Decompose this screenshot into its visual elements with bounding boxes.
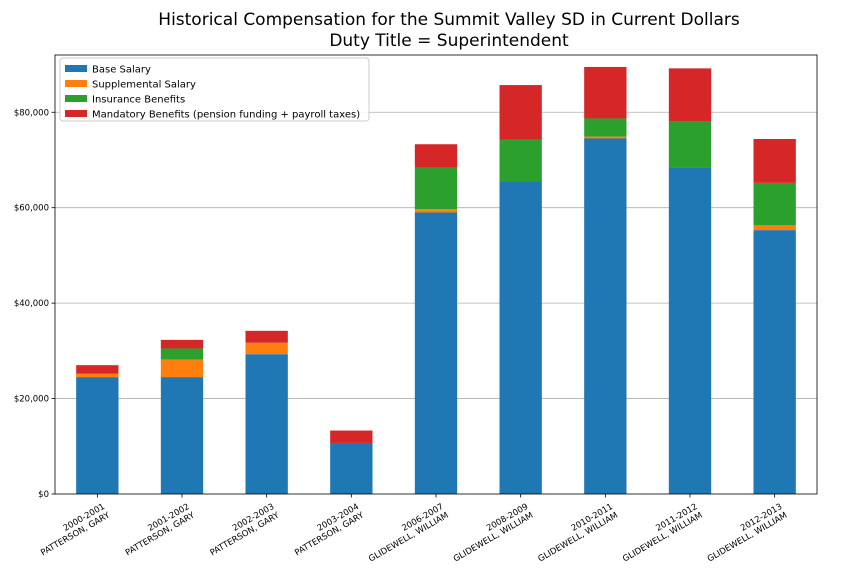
bar-segment [160, 339, 204, 349]
chart-title: Historical Compensation for the Summit V… [158, 10, 740, 30]
bar-segment [330, 430, 373, 443]
x-tick-label: 2000-2001PATTERSON, GARY [34, 502, 112, 559]
y-tick-label: $60,000 [14, 204, 49, 214]
bar-segment [499, 139, 542, 182]
x-tick-label: 2011-2012GLIDEWELL, WILLIAM [616, 502, 704, 565]
bar-segment [584, 118, 627, 137]
x-tick-label: 2001-2002PATTERSON, GARY [119, 502, 197, 559]
bar-segment [330, 442, 373, 494]
legend-swatch [65, 65, 87, 72]
legend-label: Mandatory Benefits (pension funding + pa… [92, 110, 360, 121]
x-tick-label: 2003-2004PATTERSON, GARY [288, 502, 366, 559]
bar-segment [584, 136, 627, 139]
x-tick-label-line: GLIDEWELL, WILLIAM [621, 511, 704, 565]
x-tick-label-line: GLIDEWELL, WILLIAM [452, 511, 535, 565]
bar-segment [584, 138, 627, 494]
chart-subtitle: Duty Title = Superintendent [329, 31, 569, 51]
bar-segment [753, 230, 796, 494]
bar-segment [245, 342, 288, 355]
legend-label: Supplemental Salary [92, 80, 196, 91]
legend-label: Base Salary [92, 65, 151, 76]
bar-segment [753, 182, 796, 226]
x-tick-label: 2012-2013GLIDEWELL, WILLIAM [701, 502, 789, 565]
legend-swatch [65, 80, 87, 87]
x-axis: 2000-2001PATTERSON, GARY 2001-2002PATTERS… [34, 494, 789, 565]
bar-segment [753, 225, 796, 231]
bar-segment [76, 365, 119, 374]
y-tick-label: $40,000 [14, 299, 49, 309]
legend-box [59, 57, 370, 122]
x-tick-label: 2006-2007GLIDEWELL, WILLIAM [362, 502, 450, 565]
y-axis: $0 $20,000 $40,000 $60,000 $80,000 [14, 108, 55, 500]
legend: Base Salary Supplemental Salary Insurance … [59, 57, 370, 122]
bar-segment [76, 373, 119, 378]
bar-segment [245, 330, 288, 343]
bar-segment [160, 348, 204, 360]
bars [76, 66, 796, 494]
bar-segment [753, 138, 796, 183]
x-tick-label-line: GLIDEWELL, WILLIAM [367, 511, 450, 565]
bar-segment [160, 377, 204, 494]
bar-segment [160, 359, 204, 378]
legend-swatch [65, 95, 87, 102]
bar-segment [668, 68, 712, 122]
bar-segment [584, 66, 627, 119]
bar-segment [414, 209, 458, 213]
bar-segment [414, 212, 458, 494]
bar-segment [499, 85, 542, 140]
legend-swatch [65, 110, 87, 117]
bar-segment [499, 181, 542, 494]
x-tick-label: 2002-2003PATTERSON, GARY [204, 502, 282, 559]
x-tick-label-line: GLIDEWELL, WILLIAM [706, 511, 789, 565]
y-tick-label: $20,000 [14, 395, 49, 405]
x-tick-label: 2010-2011GLIDEWELL, WILLIAM [532, 502, 620, 565]
bar-segment [76, 377, 119, 494]
bar-segment [668, 167, 712, 494]
x-tick-label-line: GLIDEWELL, WILLIAM [537, 511, 620, 565]
bar-segment [245, 354, 288, 494]
bar-segment [414, 167, 458, 210]
bar-segment [414, 144, 458, 168]
legend-label: Insurance Benefits [92, 95, 185, 106]
y-tick-label: $0 [38, 490, 49, 500]
x-tick-label: 2008-2009GLIDEWELL, WILLIAM [447, 502, 535, 565]
y-tick-label: $80,000 [14, 108, 49, 118]
bar-segment [668, 121, 712, 168]
